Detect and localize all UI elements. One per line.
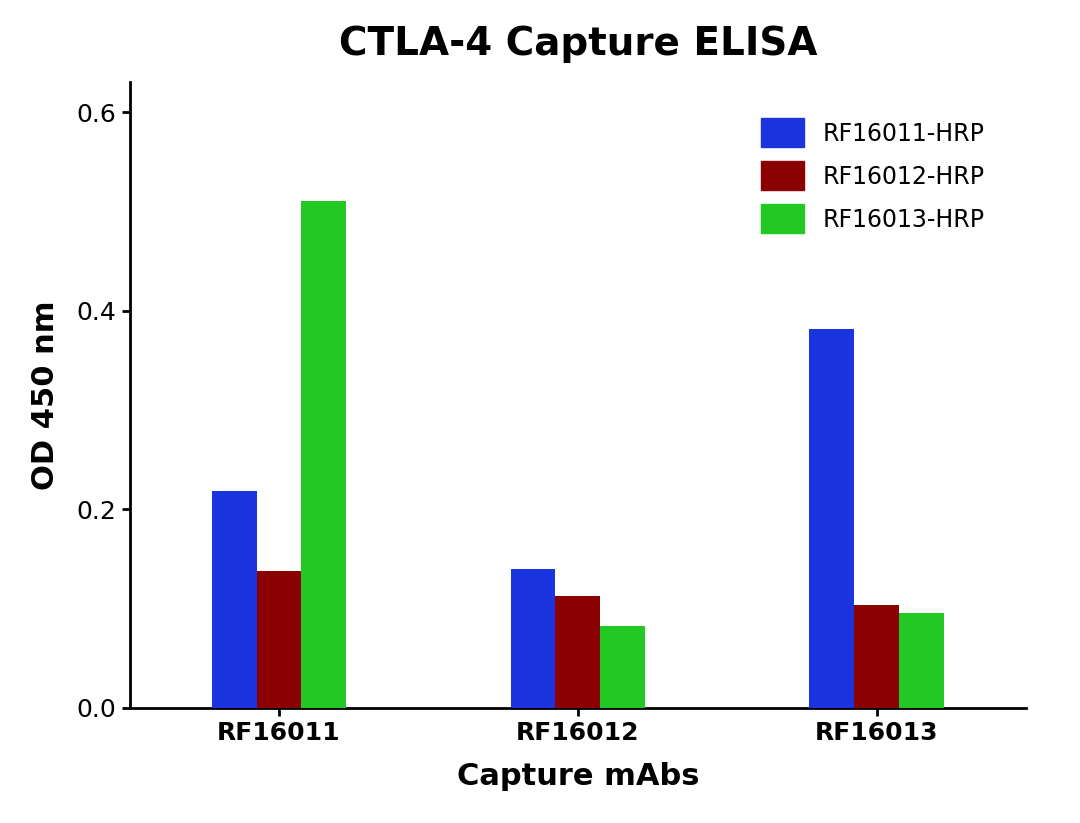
Bar <box>257 571 301 708</box>
Title: CTLA-4 Capture ELISA: CTLA-4 Capture ELISA <box>338 25 818 63</box>
Bar <box>555 596 600 708</box>
Bar <box>809 328 854 708</box>
Y-axis label: OD 450 nm: OD 450 nm <box>31 300 59 490</box>
Bar <box>899 613 944 708</box>
X-axis label: Capture mAbs: Capture mAbs <box>457 761 699 791</box>
Bar <box>600 626 645 708</box>
Bar <box>511 569 555 708</box>
Bar <box>301 202 347 708</box>
Bar <box>212 491 257 708</box>
Legend: RF16011-HRP, RF16012-HRP, RF16013-HRP: RF16011-HRP, RF16012-HRP, RF16013-HRP <box>750 107 996 245</box>
Bar <box>854 605 899 708</box>
